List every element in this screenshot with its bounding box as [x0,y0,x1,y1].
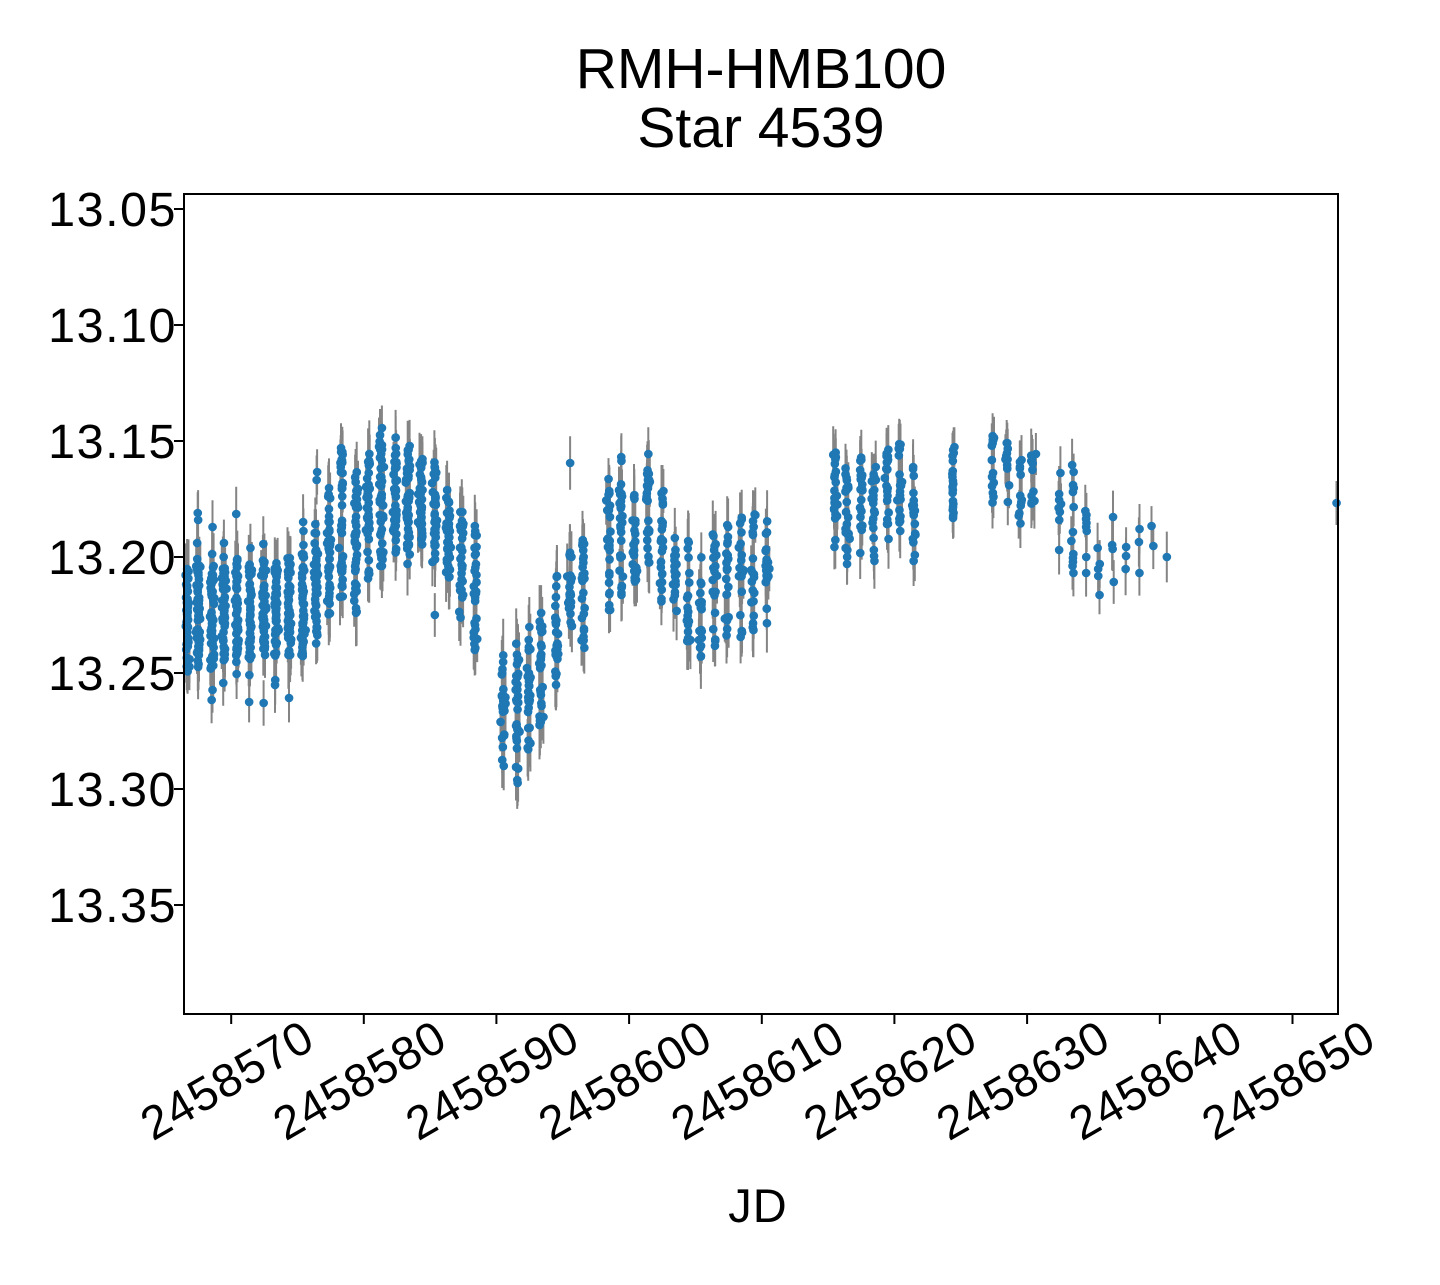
svg-text:13.05: 13.05 [48,183,177,237]
svg-text:13.20: 13.20 [48,531,177,585]
svg-text:13.35: 13.35 [48,879,177,933]
svg-text:13.30: 13.30 [48,763,177,817]
svg-text:Star 4539: Star 4539 [637,96,884,160]
svg-text:13.25: 13.25 [48,647,177,701]
svg-text:13.15: 13.15 [48,415,177,469]
svg-text:RMH-HMB100: RMH-HMB100 [576,37,947,101]
svg-text:13.10: 13.10 [48,299,177,353]
svg-text:JD: JD [728,1179,787,1232]
